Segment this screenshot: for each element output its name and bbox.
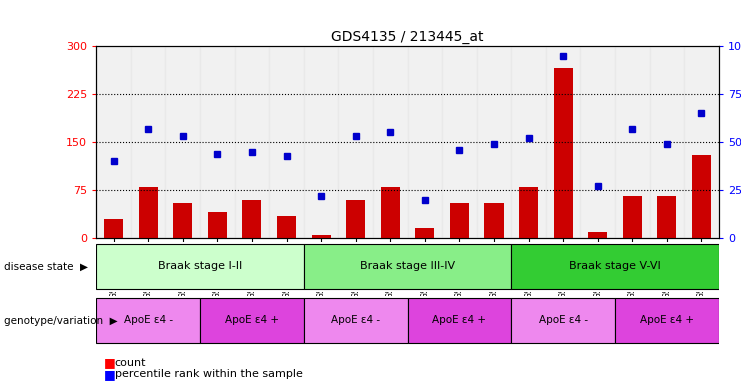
Bar: [207, 212, 227, 238]
Bar: [304, 46, 339, 238]
Bar: [200, 46, 235, 238]
Bar: [339, 46, 373, 238]
Bar: [96, 46, 131, 238]
Bar: [650, 46, 684, 238]
Bar: [546, 46, 580, 238]
Bar: [235, 46, 269, 238]
Bar: [622, 197, 642, 238]
Bar: [381, 187, 399, 238]
Bar: [165, 46, 200, 238]
Bar: [485, 203, 503, 238]
Text: genotype/variation  ▶: genotype/variation ▶: [4, 316, 117, 326]
Bar: [104, 219, 123, 238]
Bar: [277, 216, 296, 238]
Text: Braak stage III-IV: Braak stage III-IV: [360, 261, 455, 271]
Bar: [684, 46, 719, 238]
Text: ApoE ε4 +: ApoE ε4 +: [640, 314, 694, 324]
Bar: [408, 46, 442, 238]
Bar: [304, 298, 408, 343]
Bar: [657, 197, 677, 238]
Bar: [269, 46, 304, 238]
Text: ■: ■: [104, 368, 116, 381]
Bar: [408, 298, 511, 343]
Bar: [519, 187, 538, 238]
Bar: [304, 245, 511, 290]
Bar: [96, 245, 304, 290]
Text: count: count: [115, 358, 147, 368]
Text: disease state  ▶: disease state ▶: [4, 262, 87, 272]
Bar: [615, 46, 650, 238]
Bar: [415, 228, 434, 238]
Bar: [442, 46, 476, 238]
Bar: [311, 235, 330, 238]
Bar: [692, 155, 711, 238]
Text: Braak stage I-II: Braak stage I-II: [158, 261, 242, 271]
Title: GDS4135 / 213445_at: GDS4135 / 213445_at: [331, 30, 484, 44]
Text: ApoE ε4 -: ApoE ε4 -: [539, 314, 588, 324]
Bar: [173, 203, 192, 238]
Bar: [511, 298, 615, 343]
Text: percentile rank within the sample: percentile rank within the sample: [115, 369, 303, 379]
Bar: [131, 46, 165, 238]
Bar: [139, 187, 158, 238]
Text: ApoE ε4 +: ApoE ε4 +: [225, 314, 279, 324]
Text: ApoE ε4 -: ApoE ε4 -: [124, 314, 173, 324]
Text: ApoE ε4 +: ApoE ε4 +: [433, 314, 486, 324]
Bar: [511, 46, 546, 238]
Bar: [615, 298, 719, 343]
Text: ApoE ε4 -: ApoE ε4 -: [331, 314, 380, 324]
Bar: [450, 203, 469, 238]
Bar: [511, 245, 719, 290]
Bar: [346, 200, 365, 238]
Bar: [580, 46, 615, 238]
Bar: [588, 232, 607, 238]
Bar: [96, 298, 200, 343]
Bar: [476, 46, 511, 238]
Text: Braak stage V-VI: Braak stage V-VI: [569, 261, 661, 271]
Bar: [242, 200, 262, 238]
Text: ■: ■: [104, 356, 116, 369]
Bar: [200, 298, 304, 343]
Bar: [373, 46, 408, 238]
Bar: [554, 68, 573, 238]
